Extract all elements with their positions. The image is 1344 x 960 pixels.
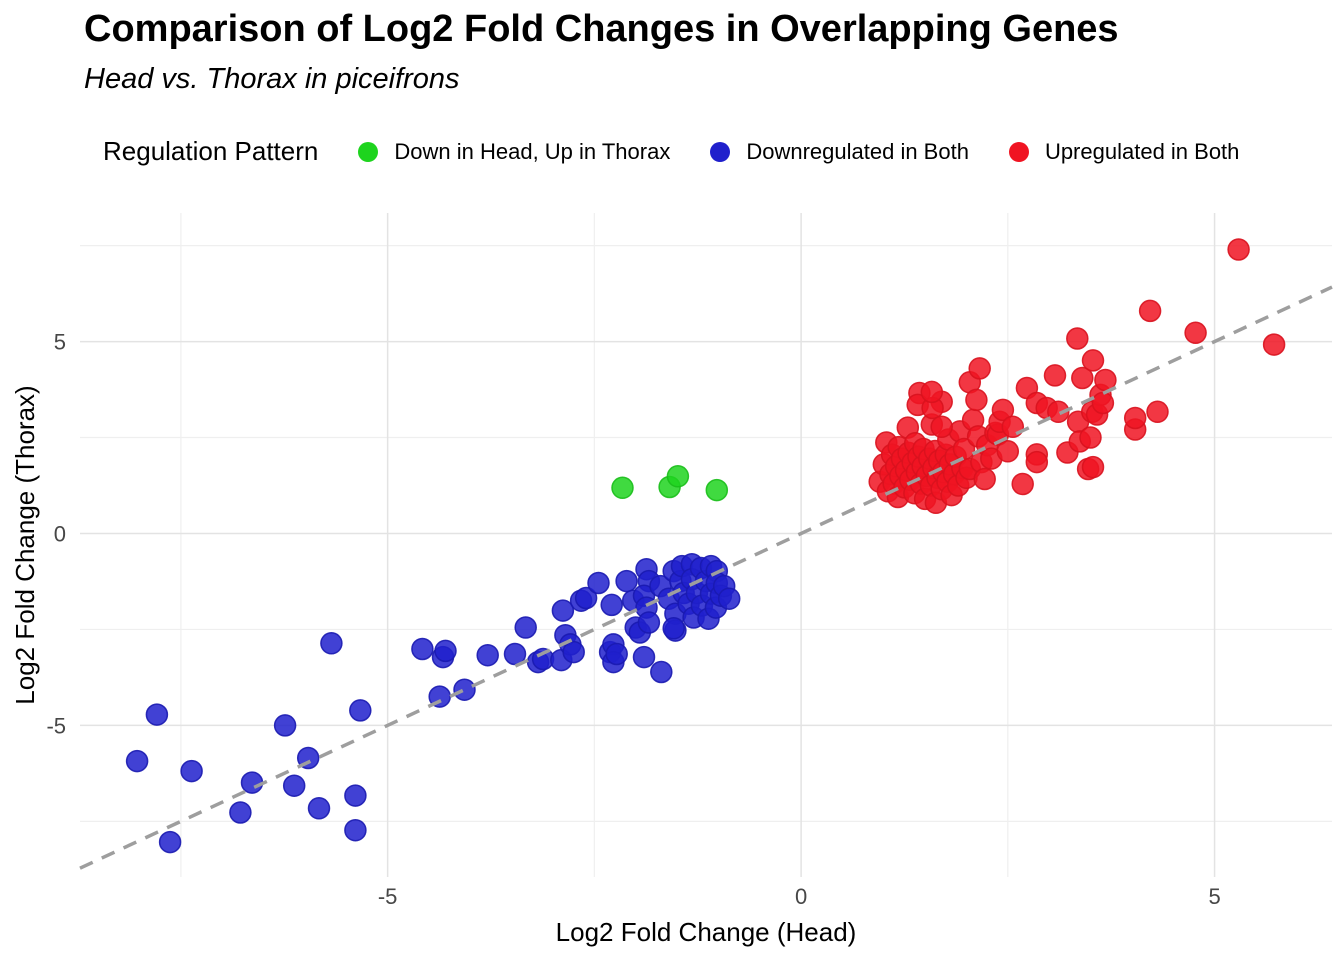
- y-tick-label: -5: [46, 713, 66, 738]
- data-point: [158, 830, 182, 854]
- data-point: [1146, 400, 1169, 424]
- legend-title: Regulation Pattern: [103, 136, 319, 166]
- data-point: [973, 467, 996, 491]
- data-point: [605, 642, 628, 666]
- data-point: [662, 617, 685, 640]
- legend-item: Down in Head, Up in Thorax: [358, 139, 670, 165]
- data-point: [551, 599, 575, 622]
- data-point: [611, 476, 634, 500]
- data-point: [476, 643, 499, 667]
- data-point: [1123, 406, 1147, 430]
- data-point: [1081, 349, 1105, 372]
- legend-item-label: Downregulated in Both: [746, 138, 969, 164]
- data-point: [705, 478, 729, 502]
- data-point: [1066, 327, 1089, 350]
- data-point: [1138, 299, 1162, 323]
- data-point: [240, 771, 264, 794]
- legend-item-label: Down in Head, Up in Thorax: [394, 138, 671, 164]
- legend-dot-blue-icon: [710, 141, 731, 162]
- data-point: [514, 616, 537, 639]
- data-point: [1043, 364, 1067, 387]
- data-point: [1081, 455, 1105, 479]
- legend-item: Upregulated in Both: [1008, 138, 1240, 165]
- data-point: [717, 587, 741, 610]
- data-point: [344, 784, 367, 807]
- data-point: [282, 774, 306, 797]
- data-point: [1025, 450, 1049, 474]
- data-point: [453, 678, 476, 701]
- data-point: [666, 465, 690, 488]
- data-point: [307, 797, 331, 820]
- data-point: [344, 818, 367, 842]
- legend-item-label: Upregulated in Both: [1044, 138, 1240, 164]
- chart-header: Comparison of Log2 Fold Changes in Overl…: [84, 8, 1119, 96]
- legend-dot-red-icon: [1008, 141, 1029, 162]
- data-point: [320, 632, 343, 655]
- data-point: [434, 639, 457, 663]
- data-point: [145, 703, 169, 726]
- y-axis-title: Log2 Fold Change (Thorax): [10, 385, 40, 704]
- legend-item: Downregulated in Both: [710, 139, 969, 165]
- data-point: [996, 440, 1020, 463]
- data-point: [615, 569, 638, 593]
- data-point: [1079, 426, 1102, 449]
- data-point: [650, 660, 673, 684]
- data-point: [229, 801, 252, 824]
- data-point: [968, 357, 991, 380]
- y-tick-label: 0: [54, 521, 66, 546]
- data-point: [1262, 333, 1286, 356]
- x-tick-label: 5: [1208, 884, 1220, 909]
- data-point: [1227, 238, 1250, 261]
- data-point: [1001, 415, 1025, 439]
- data-point: [1011, 472, 1034, 496]
- data-point: [632, 645, 656, 669]
- x-tick-label: -5: [378, 884, 398, 909]
- data-point: [562, 640, 585, 664]
- data-point: [1184, 321, 1207, 345]
- data-point: [1047, 400, 1070, 424]
- data-point: [991, 398, 1015, 422]
- data-point: [574, 586, 598, 610]
- data-point: [930, 415, 953, 439]
- data-point: [587, 571, 610, 595]
- data-point: [180, 759, 203, 783]
- y-tick-label: 5: [54, 330, 66, 355]
- legend: Regulation Pattern Down in Head, Up in T…: [103, 136, 1239, 167]
- data-point: [411, 637, 434, 661]
- data-point: [125, 749, 149, 773]
- data-point: [1071, 366, 1094, 390]
- legend-dot-green-icon: [358, 141, 379, 162]
- chart-subtitle: Head vs. Thorax in piceifrons: [84, 63, 460, 95]
- data-point: [273, 714, 297, 737]
- data-point: [349, 699, 372, 722]
- data-point: [920, 380, 944, 404]
- chart-title: Comparison of Log2 Fold Changes in Overl…: [84, 8, 1119, 50]
- x-tick-label: 0: [795, 884, 807, 909]
- data-point: [637, 611, 661, 634]
- data-point: [1091, 391, 1115, 415]
- data-point: [600, 593, 623, 617]
- x-axis-title: Log2 Fold Change (Head): [556, 917, 857, 947]
- data-point: [965, 388, 988, 412]
